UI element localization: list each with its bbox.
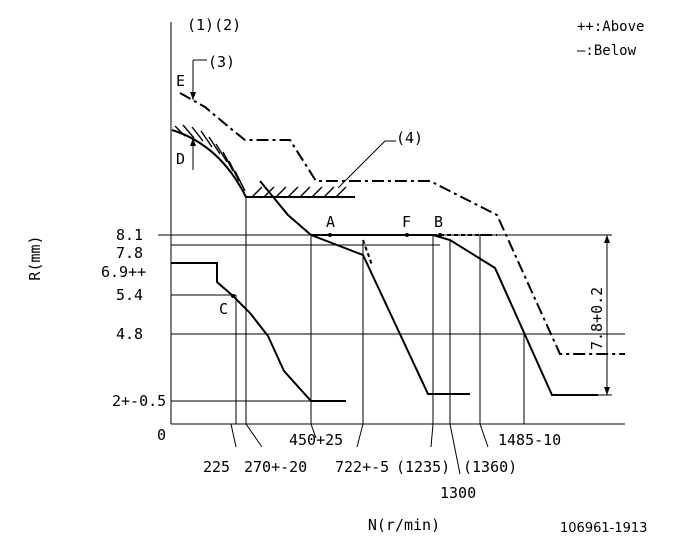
leader-225	[230, 423, 237, 448]
x-axis-label: N(r/min)	[368, 516, 440, 534]
dimension-label: 7.8+0.2	[588, 287, 606, 350]
legend-above: ++:Above	[577, 19, 644, 35]
y-tick-6-9: 6.9++	[101, 263, 146, 281]
cutoff-curve-solid	[310, 234, 470, 395]
y-tick-7-8: 7.8	[116, 244, 143, 262]
x-tick-1235: (1235)	[396, 458, 450, 476]
callout-4-leader	[337, 140, 386, 189]
legend-below: —:Below	[577, 43, 637, 59]
reference-numbers: (1)(2)	[187, 16, 241, 34]
y-axis-label: R(mm)	[26, 235, 44, 280]
x-tick-1485: 1485-10	[498, 431, 561, 449]
leader-270	[245, 423, 263, 448]
point-c-label: C	[219, 300, 228, 318]
y-tick-2: 2+-0.5	[112, 392, 166, 410]
leader-1235	[430, 423, 434, 448]
callout-3-label: (3)	[208, 53, 235, 71]
origin-label: 0	[157, 426, 166, 444]
x-tick-1300: 1300	[440, 484, 476, 502]
x-tick-1360: (1360)	[463, 458, 517, 476]
point-c-marker	[231, 294, 235, 298]
point-a-label: A	[326, 213, 335, 231]
y-tick-5-4: 5.4	[116, 286, 143, 304]
d-arrow-up	[190, 138, 196, 146]
point-f-label: F	[402, 213, 411, 231]
leader-722	[356, 423, 364, 448]
dimension-arrow-bottom	[604, 387, 610, 395]
x-tick-450: 450+25	[289, 431, 343, 449]
full-load-curve	[259, 180, 598, 396]
leader-450	[310, 423, 317, 439]
leader-1360	[479, 423, 489, 448]
above-curve-mid	[362, 239, 373, 266]
point-b-label: B	[434, 213, 443, 231]
x-tick-722: 722+-5	[335, 458, 389, 476]
e-arrow-down	[190, 92, 196, 100]
point-e-label: E	[176, 72, 185, 90]
leader-1300	[449, 423, 461, 475]
start-curve	[171, 262, 346, 402]
drawing-code: 106961-1913	[560, 521, 647, 536]
x-tick-225: 225	[203, 458, 230, 476]
dimension-arrow-top	[604, 235, 610, 243]
hatch-marks	[174, 124, 347, 198]
y-tick-8-1: 8.1	[116, 226, 143, 244]
callout-4-label: (4)	[396, 129, 423, 147]
point-a-marker	[328, 233, 332, 237]
point-b-marker	[438, 233, 442, 237]
x-tick-270: 270+-20	[244, 458, 307, 476]
y-tick-4-8: 4.8	[116, 325, 143, 343]
point-d-label: D	[176, 150, 185, 168]
below-curve	[179, 92, 625, 355]
point-f-marker	[405, 233, 409, 237]
